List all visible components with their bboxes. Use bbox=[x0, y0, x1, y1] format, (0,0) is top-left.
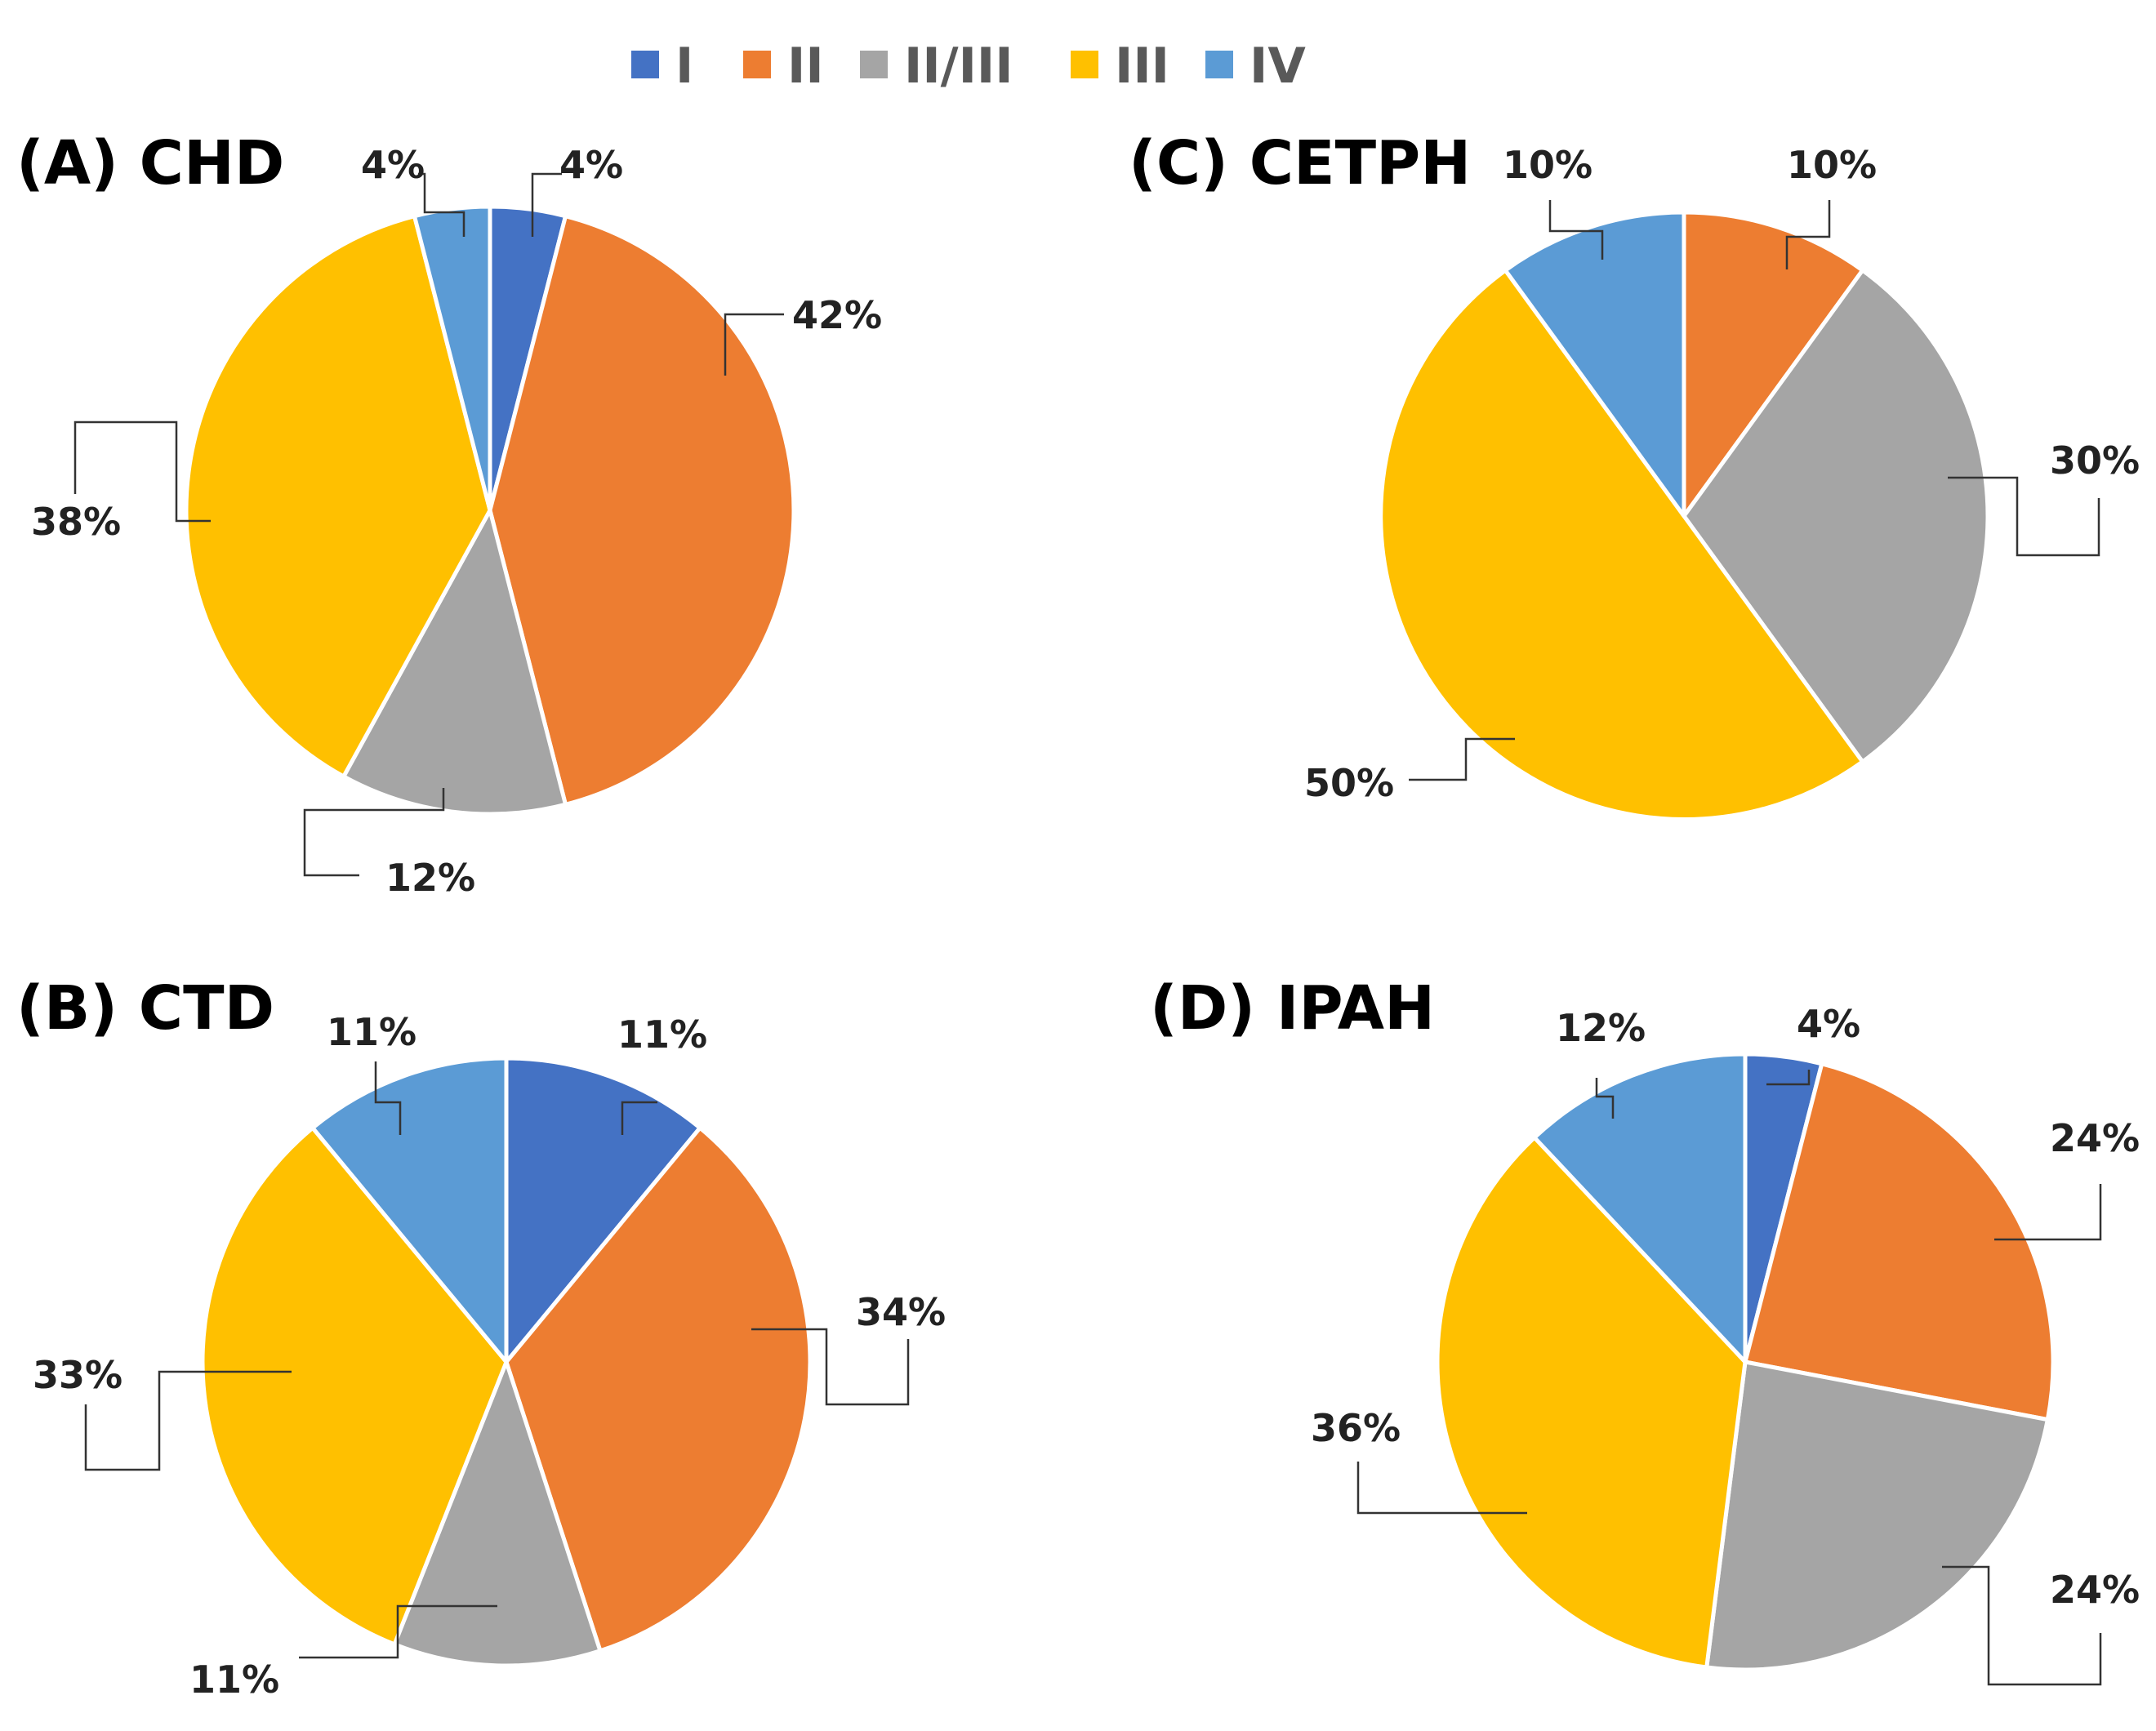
pie-slice-ii-iii bbox=[1704, 1359, 2050, 1672]
pie-panel-a-chd: (A) CHD 4% 42% 12% 38% 4% bbox=[16, 128, 882, 900]
data-label-i: 4% bbox=[559, 143, 623, 187]
leader-line-iii bbox=[1409, 737, 1515, 781]
leader-line-iv bbox=[374, 1061, 402, 1135]
legend-swatch-iii bbox=[1071, 51, 1098, 78]
pie-slice-iii bbox=[184, 214, 492, 779]
pie-panel-b-ctd: (B) CTD 11% 34% 11% 33% 11% bbox=[16, 973, 946, 1702]
data-label-ii: 24% bbox=[2050, 1116, 2140, 1160]
pie-slice-iv bbox=[1503, 210, 1686, 518]
pie-slice-iv bbox=[1532, 1052, 1748, 1364]
legend-swatch-ii-iii bbox=[860, 51, 888, 78]
data-label-iii: 38% bbox=[31, 500, 121, 544]
pie-slice-iii bbox=[1435, 1135, 1748, 1670]
legend-label-ii-iii: II/III bbox=[904, 38, 1013, 95]
pie-slice-iii bbox=[1379, 268, 1865, 821]
data-label-iv: 10% bbox=[1503, 143, 1592, 187]
pie-slice-iv bbox=[310, 1056, 509, 1364]
data-label-iv: 12% bbox=[1556, 1006, 1646, 1050]
data-label-iii: 33% bbox=[33, 1353, 122, 1397]
panel-title: (B) CTD bbox=[16, 973, 274, 1043]
data-label-ii-iii: 12% bbox=[385, 856, 475, 900]
leader-line-ii-iii bbox=[303, 788, 445, 877]
leader-line-ii bbox=[1785, 200, 1831, 269]
data-label-iii: 50% bbox=[1304, 761, 1394, 805]
data-label-ii: 10% bbox=[1787, 143, 1877, 187]
leader-line-iii bbox=[1356, 1462, 1527, 1515]
pie-slice-iv bbox=[412, 204, 492, 513]
pie-slice-iii bbox=[200, 1125, 509, 1647]
leader-line-iv bbox=[1595, 1078, 1615, 1119]
data-label-ii: 42% bbox=[792, 293, 882, 337]
leader-line-iv bbox=[1548, 200, 1604, 260]
leader-line-ii bbox=[724, 313, 784, 376]
data-label-ii-iii: 11% bbox=[189, 1658, 279, 1702]
pie-slice-ii-iii bbox=[1682, 268, 1990, 764]
data-label-iv: 4% bbox=[361, 143, 425, 187]
pie-slice-ii bbox=[1682, 210, 1865, 518]
legend-swatch-ii bbox=[743, 51, 771, 78]
leader-line-iii bbox=[84, 1370, 292, 1471]
legend-label-iv: IV bbox=[1250, 38, 1306, 95]
pie-slice-ii-iii bbox=[392, 1359, 603, 1668]
legend-swatch-i bbox=[631, 51, 659, 78]
leader-line-ii-iii bbox=[1942, 1565, 2102, 1686]
leader-line-ii bbox=[1994, 1184, 2102, 1241]
leader-line-i bbox=[531, 172, 562, 237]
leader-line-i bbox=[621, 1101, 657, 1135]
leader-line-iv bbox=[418, 172, 466, 237]
data-label-iii: 36% bbox=[1311, 1406, 1401, 1450]
leader-line-iii bbox=[74, 421, 211, 523]
data-label-i: 4% bbox=[1797, 1002, 1860, 1046]
pie-panels: (A) CHD 4% 42% 12% 38% 4% (B) CTD 11% 34% 11% 33% 1… bbox=[16, 128, 2140, 1702]
leader-line-ii-iii bbox=[1948, 476, 2100, 557]
pie-slice-i bbox=[504, 1056, 702, 1364]
data-label-ii-iii: 24% bbox=[2050, 1568, 2140, 1612]
data-label-ii-iii: 30% bbox=[2050, 438, 2140, 483]
pie-slice-ii-iii bbox=[341, 508, 568, 817]
panel-title: (C) CETPH bbox=[1129, 128, 1471, 198]
legend-label-ii: II bbox=[787, 38, 824, 95]
pie-panel-c-cetph: (C) CETPH 10% 30% 50% 10% bbox=[1129, 128, 2140, 821]
legend: I II II/III III IV bbox=[631, 38, 1306, 95]
panel-title: (A) CHD bbox=[16, 128, 284, 198]
data-label-i: 11% bbox=[617, 1012, 707, 1057]
data-label-ii: 34% bbox=[856, 1290, 946, 1334]
pie-slice-ii bbox=[504, 1125, 813, 1653]
legend-swatch-iv bbox=[1205, 51, 1233, 78]
panel-title: (D) IPAH bbox=[1150, 973, 1435, 1043]
pie-slice-ii bbox=[488, 214, 796, 807]
leader-line-ii bbox=[751, 1328, 910, 1406]
legend-label-iii: III bbox=[1115, 38, 1169, 95]
pie-panel-d-ipah: (D) IPAH 4% 24% 24% 36% 12% bbox=[1150, 973, 2140, 1686]
legend-label-i: I bbox=[675, 38, 693, 95]
data-label-iv: 11% bbox=[327, 1010, 416, 1054]
leader-line-i bbox=[1766, 1070, 1811, 1086]
leader-line-ii-iii bbox=[299, 1604, 497, 1659]
pie-slice-ii bbox=[1743, 1061, 2056, 1422]
